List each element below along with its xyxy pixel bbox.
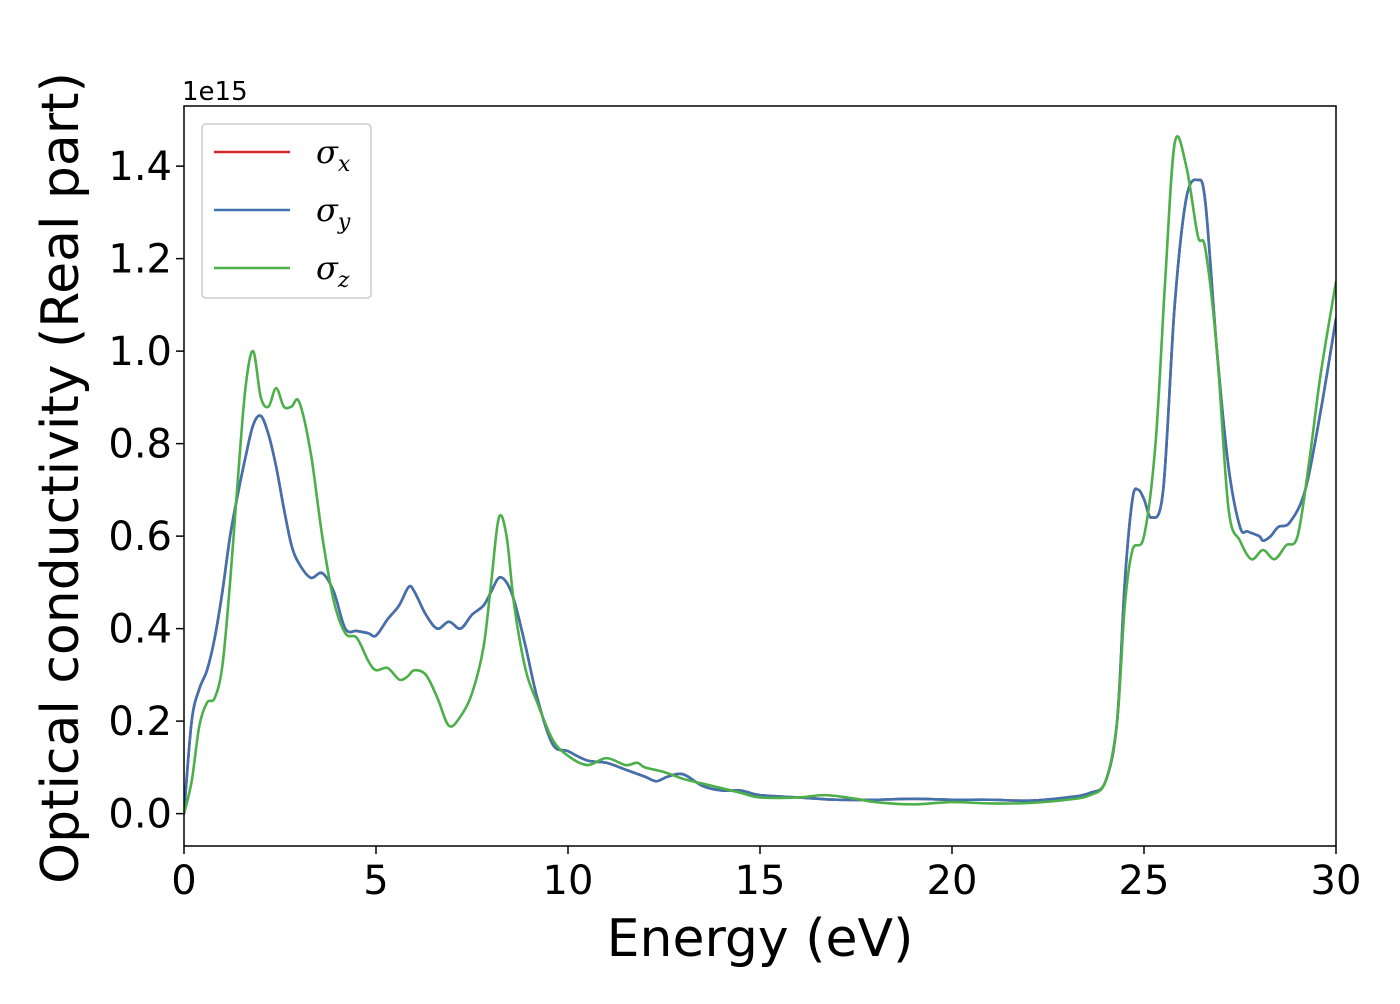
x-tick-label: 20 [927,858,978,904]
y-tick-label: 1.0 [108,329,172,375]
y-axis-ticks: 0.0 0.2 0.4 0.6 0.8 1.0 1.2 1.4 [108,144,184,838]
y-offset-label: 1e15 [182,77,248,107]
x-tick-label: 15 [735,858,786,904]
legend-label-x: σx [316,133,351,177]
legend: σx σy σz [201,123,372,299]
series-line-z [184,135,1336,815]
legend-label-z: σz [316,249,350,293]
x-axis-ticks: 0 5 10 15 20 25 30 [171,846,1361,904]
y-tick-label: 0.2 [108,699,172,745]
y-tick-label: 0.8 [108,422,172,468]
y-tick-label: 1.2 [108,237,172,283]
y-tick-label: 0.6 [108,514,172,560]
series-line-y [184,178,1336,815]
x-tick-label: 30 [1311,858,1362,904]
x-tick-label: 0 [171,858,196,904]
x-tick-label: 25 [1119,858,1170,904]
series-group [184,135,1336,815]
x-axis-title: Energy (eV) [607,909,914,969]
legend-items: σx σy σz [214,133,351,293]
x-tick-label: 10 [543,858,594,904]
y-tick-label: 0.4 [108,607,172,653]
x-tick-label: 5 [363,858,388,904]
y-axis-title: Optical conductivity (Real part) [31,72,91,884]
y-tick-label: 1.4 [108,144,172,190]
y-tick-label: 0.0 [108,792,172,838]
legend-label-y: σy [316,191,351,235]
